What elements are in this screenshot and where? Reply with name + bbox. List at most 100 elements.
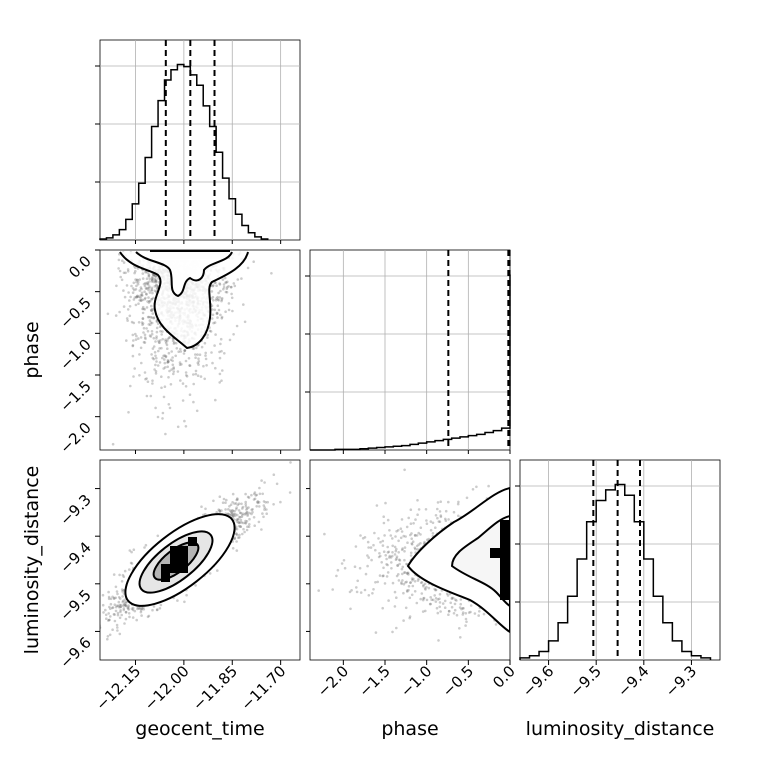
sample-point [155,608,159,612]
sample-point [422,597,425,600]
sample-point [416,548,419,551]
sample-point [236,518,239,521]
sample-point [143,333,147,337]
sample-point [140,321,144,324]
sample-point [452,612,456,615]
sample-point [212,284,215,287]
sample-point [233,284,237,288]
sample-point [370,558,373,562]
sample-point [404,606,408,610]
sample-point [149,315,152,319]
sample-point [163,354,167,357]
sample-point [231,492,235,496]
sample-point [465,496,469,500]
sample-point [152,274,155,277]
sample-point [191,347,195,350]
sample-point [155,337,158,340]
sample-point [162,367,165,370]
sample-point [420,592,424,595]
sample-point [423,540,426,544]
sample-point [150,332,154,336]
sample-point [131,287,135,290]
sample-point [400,518,404,521]
sample-point [140,287,143,291]
sample-point [218,282,221,285]
sample-point [131,333,135,337]
sample-point [461,611,465,614]
sample-point [244,521,248,525]
sample-point [408,596,412,600]
sample-point [218,350,221,354]
sample-point [216,298,220,301]
sample-point [405,525,409,529]
sample-point [138,295,141,299]
sample-point [420,581,424,584]
sample-point [409,533,412,537]
sample-point [161,356,164,360]
sample-point [447,609,451,613]
sample-point [143,371,147,374]
sample-point [161,411,165,415]
sample-point [168,369,171,373]
sample-point [227,308,231,312]
sample-point [111,628,114,631]
sample-point [123,622,126,625]
sample-point [147,273,151,276]
sample-point [112,613,116,616]
sample-point [142,340,146,344]
sample-point [156,415,160,419]
sample-point [409,581,412,585]
sample-point [104,608,107,612]
sample-point [150,304,153,308]
sample-point [439,515,443,519]
sample-point [434,597,438,600]
sample-point [124,271,127,275]
sample-point [172,372,175,376]
sample-point [253,492,256,496]
sample-point [258,505,261,508]
sample-point [120,613,123,617]
sample-point [151,356,155,360]
sample-point [116,613,120,617]
hist-panel-frame [99,39,301,241]
sample-point [239,518,243,522]
sample-point [134,269,137,273]
sample-point [157,339,160,343]
sample-point [202,364,205,368]
sample-point [288,491,292,494]
sample-point [181,399,185,402]
sample-point [402,582,406,586]
sample-point [230,511,233,514]
sample-point [413,590,417,593]
sample-point [150,279,154,282]
sample-point [458,627,461,630]
sample-point [246,510,249,514]
sample-point [154,284,158,287]
sample-point [252,516,256,519]
hist-panel-luminosity-distance [515,459,721,661]
sample-point [228,513,231,516]
sample-point [382,566,385,570]
sample-point [150,288,154,292]
sample-point [233,537,237,540]
sample-point [200,345,204,349]
sample-point [114,605,118,609]
sample-point [142,307,145,311]
sample-point [147,275,151,278]
sample-point [160,333,163,336]
sample-point [438,597,441,601]
sample-point [204,354,207,357]
sample-point [445,592,449,595]
sample-point [382,515,386,518]
sample-point [238,511,242,515]
sample-point [231,501,234,504]
sample-point [144,296,147,300]
sample-point [406,571,410,575]
sample-point [244,505,248,508]
sample-point [148,280,151,283]
sample-point [145,377,148,380]
sample-point [218,509,221,512]
sample-point [144,337,147,341]
sample-point [140,361,143,365]
sample-point [194,584,197,587]
